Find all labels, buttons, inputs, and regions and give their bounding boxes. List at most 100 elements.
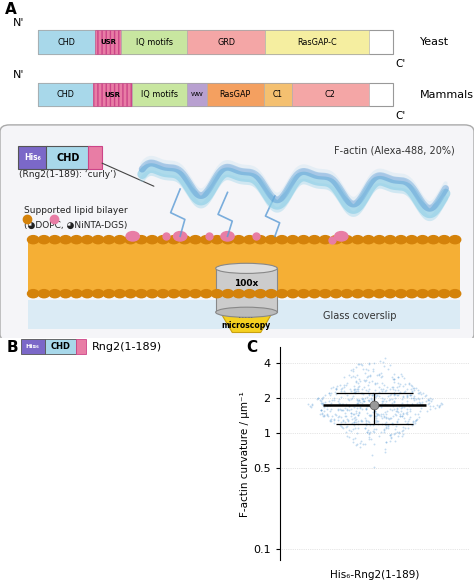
Circle shape [221,232,234,241]
Text: USR: USR [105,91,120,98]
Circle shape [417,290,428,298]
Point [354,386,362,395]
Point [340,372,348,382]
Point [389,406,396,415]
Point [399,382,407,391]
Point [414,388,422,398]
Point [410,396,418,405]
Text: CHD: CHD [56,153,80,163]
Point [378,372,386,381]
Point [403,399,411,409]
Point [350,414,357,423]
Point [364,381,372,390]
Point [319,409,326,418]
Point [383,413,390,423]
Point [356,442,364,452]
Point [343,427,350,436]
Point [410,384,417,393]
Circle shape [265,236,277,244]
Point [308,403,315,412]
Point [330,393,337,403]
Point [374,419,382,428]
Text: C2: C2 [325,90,336,99]
Point [364,365,372,374]
Point [388,418,396,428]
Point [384,392,392,401]
Point [372,424,380,433]
Point [365,359,373,368]
Point [391,391,398,400]
Point [320,411,328,420]
Point [371,420,378,429]
Circle shape [27,236,39,244]
Point [421,391,429,400]
Point [393,404,401,414]
Point [328,396,336,405]
Point [389,402,397,411]
Circle shape [449,290,461,298]
Point [409,399,416,408]
Point [335,416,342,425]
Point [378,413,386,423]
Point [371,417,378,426]
Point [385,396,393,405]
Point [426,402,433,411]
Point [403,418,411,428]
Point [339,400,347,409]
Point [348,418,356,427]
Point [353,363,360,372]
Point [330,414,337,423]
Text: His₆: His₆ [26,344,40,349]
Point [318,406,325,415]
Point [337,417,345,427]
Circle shape [92,236,104,244]
Point [355,396,362,405]
Point [351,413,359,422]
Point [416,399,423,409]
Point [327,416,335,425]
Point [362,404,370,414]
Point [370,404,377,414]
Circle shape [60,290,71,298]
Point [356,397,364,406]
Point [392,422,400,431]
Point [332,384,340,393]
Text: Supported lipid bilayer: Supported lipid bilayer [24,206,128,215]
Point [317,406,325,415]
Point [346,409,354,418]
Point [355,409,363,418]
Point [382,418,390,427]
Point [358,417,366,426]
Point [405,379,412,388]
Point [337,381,344,390]
Point [391,394,399,403]
Text: CHD: CHD [56,90,74,99]
Point [353,428,361,438]
Point [334,382,341,391]
Point [345,395,352,404]
Point [369,388,377,398]
Point [438,399,446,409]
Circle shape [363,236,374,244]
Point [327,400,334,410]
Point [414,409,422,418]
Point [356,403,364,412]
Point [418,397,426,406]
Point [400,423,407,432]
Point [330,395,337,404]
Point [372,414,379,423]
Point [395,428,403,437]
Text: Rng2(1-189): Rng2(1-189) [91,342,162,352]
Point [350,418,357,427]
Point [422,396,429,406]
Point [378,399,385,408]
Point [325,389,333,398]
Circle shape [114,290,126,298]
Circle shape [330,290,342,298]
Circle shape [38,236,50,244]
Point [357,416,365,425]
Circle shape [438,236,450,244]
Point [337,405,345,414]
Point [341,403,349,413]
Point [364,395,372,404]
